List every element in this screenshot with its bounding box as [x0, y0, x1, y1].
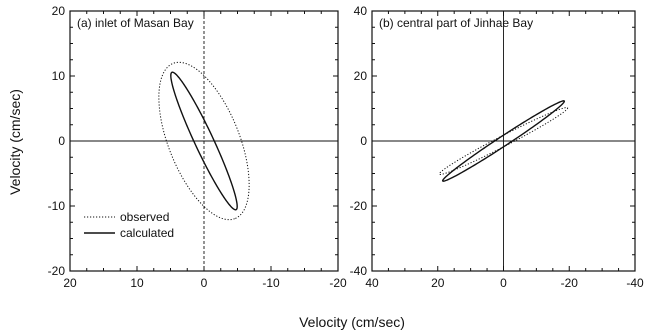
- y-tick-label: -20: [48, 264, 66, 278]
- y-tick-label: 40: [354, 4, 368, 18]
- x-axis-title: Velocity (cm/sec): [299, 314, 405, 330]
- x-tick-label: 20: [63, 276, 77, 290]
- y-tick-label: -40: [350, 264, 368, 278]
- x-tick-label: 20: [431, 276, 445, 290]
- calculated-ellipse: [170, 71, 238, 211]
- x-tick-label: -20: [561, 276, 579, 290]
- y-tick-label: 0: [360, 134, 367, 148]
- y-tick-label: -10: [48, 199, 66, 213]
- calculated-ellipse: [441, 100, 566, 182]
- y-tick-label: 20: [52, 4, 66, 18]
- panel-label: (b) central part of Jinhae Bay: [379, 16, 533, 30]
- observed-ellipse: [438, 107, 569, 175]
- legend-label-observed: observed: [120, 210, 169, 224]
- x-tick-label: 10: [130, 276, 144, 290]
- y-tick-label: 20: [354, 69, 368, 83]
- y-tick-label: 10: [52, 69, 66, 83]
- y-tick-label: 0: [58, 134, 65, 148]
- x-tick-label: 0: [500, 276, 507, 290]
- x-tick-label: -40: [626, 276, 644, 290]
- x-tick-label: -10: [262, 276, 280, 290]
- panel-label: (a) inlet of Masan Bay: [77, 16, 194, 30]
- x-tick-label: -20: [329, 276, 347, 290]
- legend-label-calculated: calculated: [120, 226, 174, 240]
- x-tick-label: 40: [365, 276, 379, 290]
- y-axis-title: Velocity (cm/sec): [7, 89, 23, 195]
- x-tick-label: 0: [201, 276, 208, 290]
- y-tick-label: -20: [350, 199, 368, 213]
